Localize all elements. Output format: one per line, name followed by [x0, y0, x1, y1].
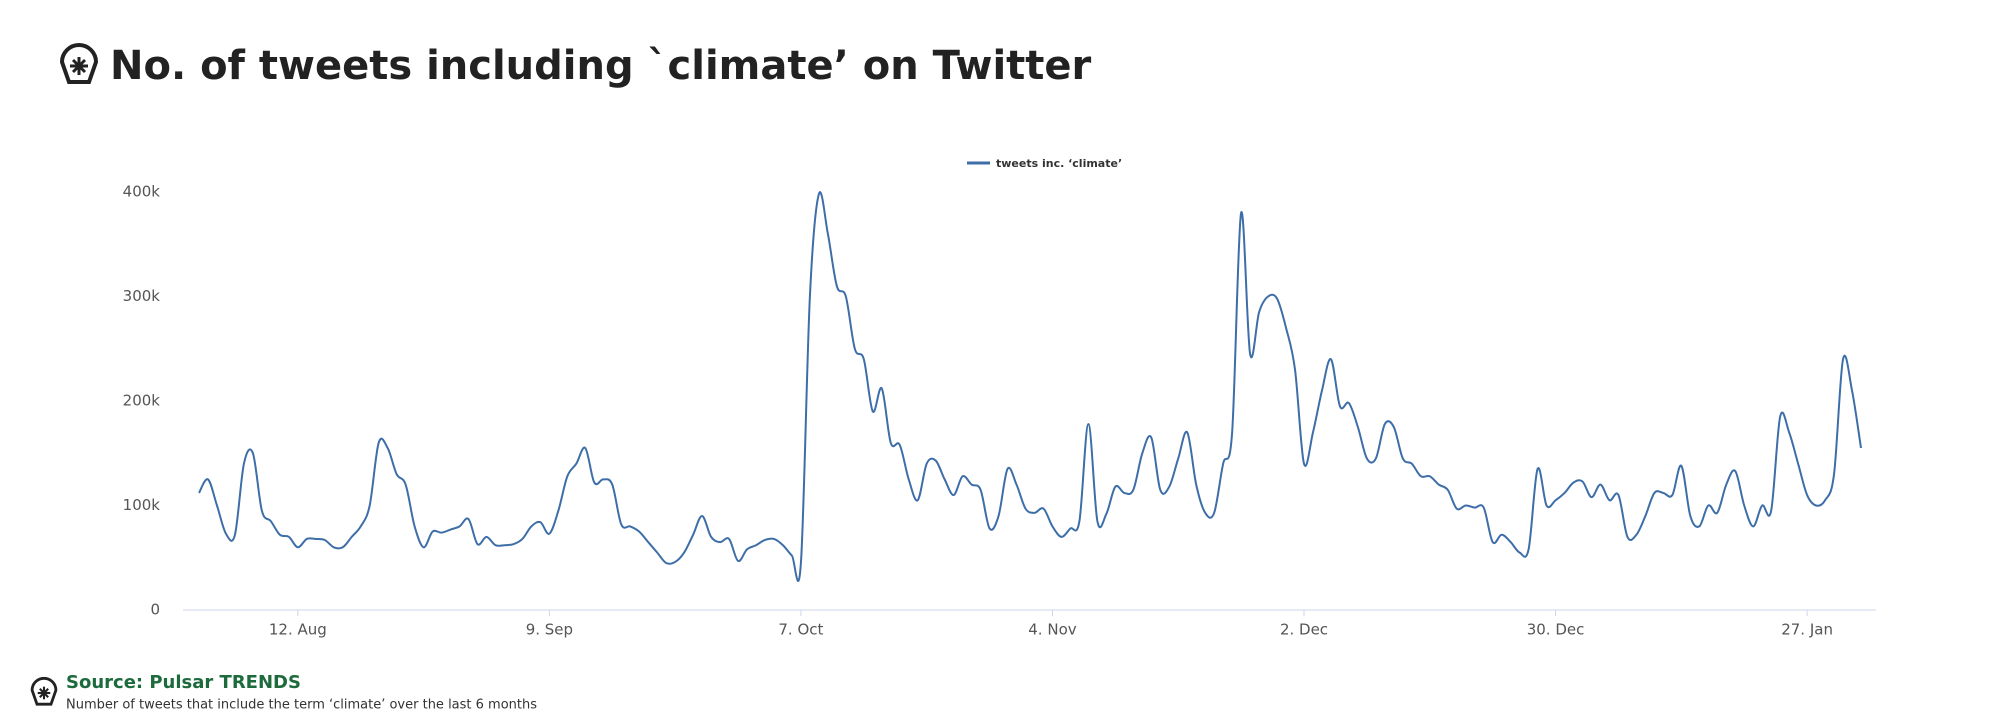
x-tick-label: 27. Jan	[1781, 621, 1833, 639]
y-tick-label: 300k	[123, 287, 161, 305]
source: Source: Pulsar TRENDS	[66, 672, 301, 693]
x-tick-label: 7. Oct	[778, 621, 823, 639]
y-tick-label: 200k	[123, 392, 161, 410]
y-tick-label: 400k	[123, 183, 161, 201]
x-tick-label: 12. Aug	[269, 621, 327, 639]
note: Number of tweets that include the term ‘…	[66, 698, 537, 713]
y-tick-label: 100k	[123, 496, 161, 514]
title: No. of tweets including `climate’ on Twi…	[110, 43, 1092, 89]
legend-label: tweets inc. ‘climate’	[996, 157, 1122, 170]
x-tick-label: 9. Sep	[526, 621, 573, 639]
line	[198, 191, 1862, 583]
x-tick-label: 30. Dec	[1527, 621, 1585, 639]
logo	[30, 676, 58, 706]
x-tick-label: 4. Nov	[1028, 621, 1076, 639]
logo	[59, 43, 99, 84]
y-tick-label: 0	[150, 601, 160, 619]
x-tick-label: 2. Dec	[1280, 621, 1328, 639]
